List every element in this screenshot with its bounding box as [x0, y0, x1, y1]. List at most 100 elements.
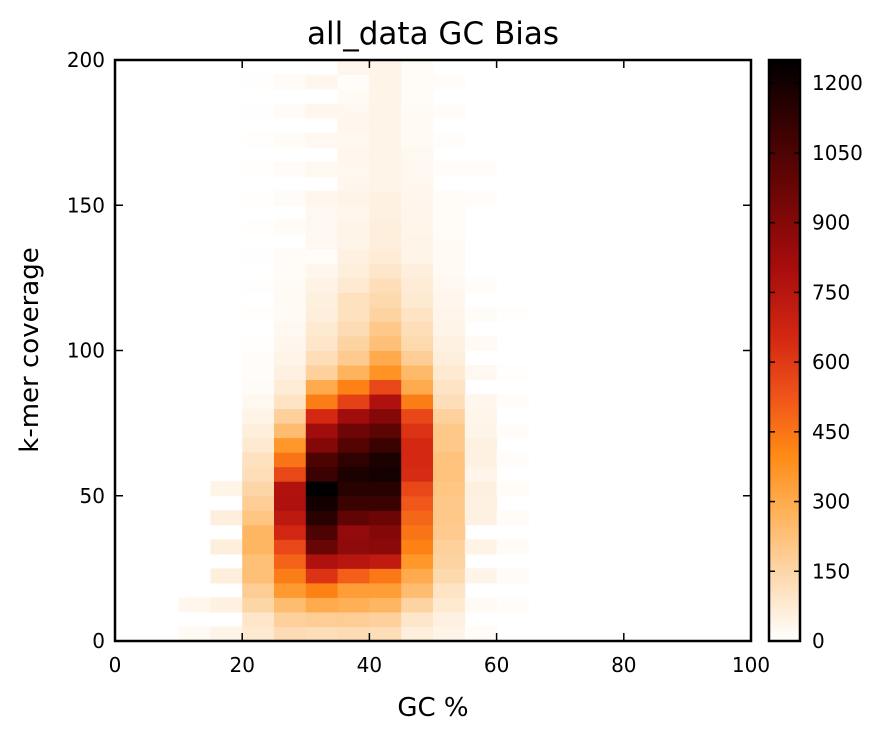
- heatmap-cell: [305, 306, 339, 322]
- heatmap-cell: [337, 219, 370, 235]
- heatmap-cell: [337, 408, 370, 424]
- heatmap-cell: [401, 365, 434, 381]
- heatmap-cell: [401, 379, 434, 395]
- heatmap-cell: [242, 626, 275, 642]
- heatmap-cell: [401, 60, 434, 76]
- heatmap-cell: [369, 568, 402, 584]
- heatmap-cell: [274, 553, 307, 569]
- heatmap-cell: [337, 147, 370, 163]
- x-tick-label: 100: [732, 653, 770, 677]
- heatmap-cell: [401, 306, 434, 322]
- heatmap-cell: [305, 219, 339, 235]
- heatmap-cell: [305, 74, 339, 90]
- heatmap-cell: [369, 553, 402, 569]
- heatmap-cell: [369, 423, 402, 439]
- heatmap-cell: [369, 132, 402, 148]
- heatmap-cell: [401, 103, 434, 119]
- heatmap-cell: [369, 205, 402, 221]
- heatmap-cell: [337, 74, 370, 90]
- colorbar-frame: [767, 58, 802, 643]
- heatmap-cell: [274, 277, 307, 293]
- heatmap-cell: [305, 510, 339, 526]
- heatmap-cell: [464, 495, 498, 511]
- heatmap-cell: [433, 190, 466, 206]
- heatmap-cell: [242, 190, 275, 206]
- heatmap-cell: [242, 365, 275, 381]
- heatmap-cell: [464, 394, 498, 410]
- heatmap-cell: [401, 437, 434, 453]
- heatmap-cell: [433, 292, 466, 308]
- heatmap-cell: [401, 582, 434, 598]
- heatmap-cell: [305, 365, 339, 381]
- colorbar-tick-label: 150: [812, 559, 850, 583]
- heatmap-cell: [401, 277, 434, 293]
- heatmap-cell: [369, 466, 402, 482]
- heatmap-cell: [242, 510, 275, 526]
- heatmap-cell: [433, 219, 466, 235]
- heatmap-cell: [337, 118, 370, 134]
- heatmap-cell: [464, 626, 498, 642]
- colorbar: [769, 60, 800, 641]
- heatmap-cell: [401, 219, 434, 235]
- heatmap-cell: [369, 365, 402, 381]
- heatmap-cell: [242, 539, 275, 555]
- heatmap-cell: [433, 205, 466, 221]
- heatmap-cell: [369, 350, 402, 366]
- heatmap-cell: [178, 597, 211, 613]
- heatmap-cell: [274, 394, 307, 410]
- heatmap-cell: [337, 60, 370, 76]
- heatmap-cell: [369, 103, 402, 119]
- heatmap-cell: [496, 365, 529, 381]
- heatmap-cell: [401, 452, 434, 468]
- heatmap-cell: [464, 306, 498, 322]
- heatmap-cell: [210, 539, 243, 555]
- heatmap-cell: [369, 582, 402, 598]
- heatmap-cell: [305, 190, 339, 206]
- heatmap-cell: [337, 263, 370, 279]
- heatmap-cell: [401, 118, 434, 134]
- heatmap-cell: [305, 423, 339, 439]
- heatmap-cell: [274, 161, 307, 177]
- heatmap-cell: [433, 495, 466, 511]
- heatmap-cell: [210, 510, 243, 526]
- heatmap-cell: [242, 103, 275, 119]
- heatmap-cell: [433, 539, 466, 555]
- heatmap-cell: [337, 539, 370, 555]
- heatmap-cell: [401, 539, 434, 555]
- heatmap-cell: [433, 306, 466, 322]
- heatmap-cell: [496, 597, 529, 613]
- colorbar-tick-label: 750: [812, 280, 850, 304]
- heatmap-cell: [401, 553, 434, 569]
- y-axis-ticks: 0 50 100 150 200: [67, 48, 751, 653]
- heatmap-cell: [305, 234, 339, 250]
- heatmap-cell: [433, 437, 466, 453]
- heatmap-cell: [242, 132, 275, 148]
- heatmap-cell: [369, 306, 402, 322]
- heatmap-cell: [369, 611, 402, 627]
- colorbar-tick-label: 450: [812, 420, 850, 444]
- heatmap-cell: [369, 437, 402, 453]
- heatmap-cell: [274, 524, 307, 540]
- heatmap-cell: [305, 394, 339, 410]
- heatmap-cell: [337, 495, 370, 511]
- heatmap-cell: [433, 263, 466, 279]
- heatmap-cell: [433, 74, 466, 90]
- heatmap-cell: [305, 539, 339, 555]
- x-tick-label: 0: [109, 653, 122, 677]
- heatmap-cell: [274, 365, 307, 381]
- heatmap-cell: [369, 539, 402, 555]
- heatmap-cell: [464, 190, 498, 206]
- heatmap-cell: [242, 277, 275, 293]
- heatmap-cell: [369, 510, 402, 526]
- heatmap-cell: [369, 74, 402, 90]
- heatmap-cell: [337, 423, 370, 439]
- colorbar-tick-label: 1050: [812, 141, 863, 165]
- heatmap-cell: [369, 89, 402, 105]
- heatmap-cell: [274, 582, 307, 598]
- x-axis-label: GC %: [397, 693, 468, 723]
- heatmap-cell: [433, 248, 466, 264]
- heatmap-cell: [433, 277, 466, 293]
- heatmap-cell: [242, 452, 275, 468]
